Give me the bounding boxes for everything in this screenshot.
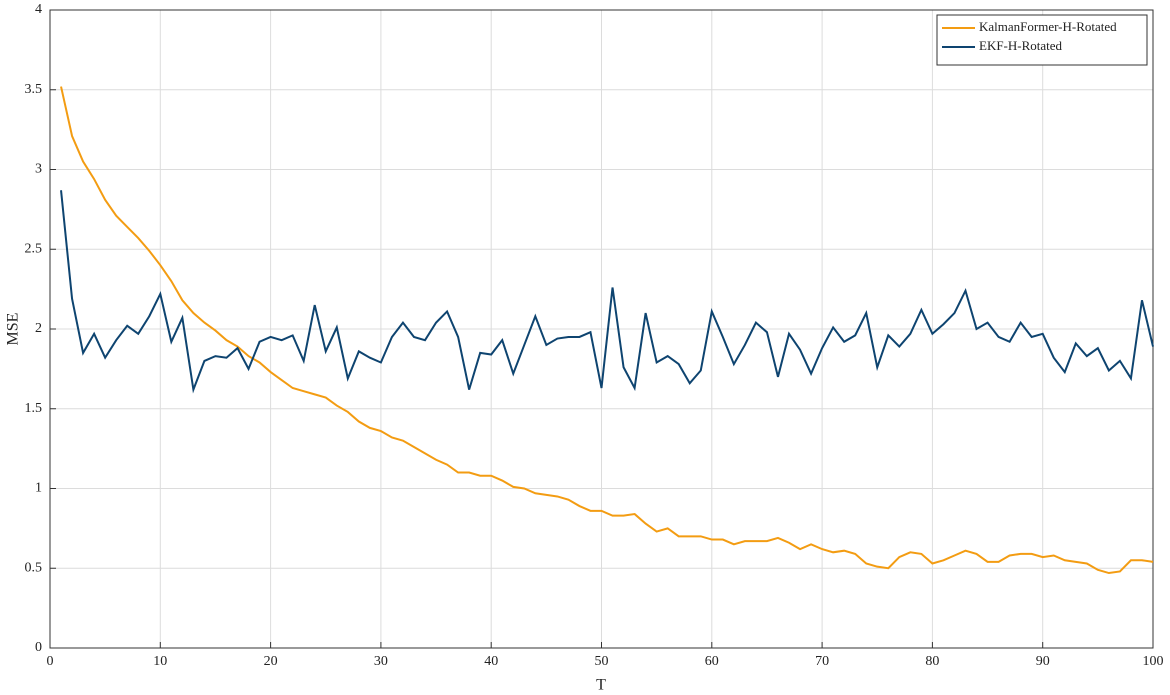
x-axis-label: T	[596, 677, 606, 694]
y-tick-label: 3	[35, 162, 42, 177]
x-tick-label: 40	[484, 654, 498, 669]
y-axis-label: MSE	[5, 313, 22, 346]
x-tick-label: 60	[705, 654, 719, 669]
y-tick-label: 0.5	[25, 560, 43, 575]
legend-label: EKF-H-Rotated	[979, 38, 1063, 53]
series-line	[60, 190, 1154, 394]
plot-frame	[49, 9, 1154, 649]
legend: KalmanFormer-H-Rotated EKF-H-Rotated	[936, 14, 1148, 66]
x-tick-label: 30	[374, 654, 388, 669]
x-tick-label: 10	[153, 654, 167, 669]
x-tick-label: 70	[815, 654, 829, 669]
y-tick-label: 4	[35, 2, 42, 17]
x-tick-label: 80	[925, 654, 939, 669]
y-tick-label: 2	[35, 321, 42, 336]
x-tick-label: 20	[264, 654, 278, 669]
x-tick-label: 50	[595, 654, 609, 669]
y-tick-label: 0	[35, 640, 42, 655]
y-tick-label: 1	[35, 481, 42, 496]
x-tick-label: 100	[1143, 654, 1164, 669]
x-tick-label: 0	[47, 654, 54, 669]
y-tick-label: 3.5	[25, 82, 43, 97]
x-tick-label: 90	[1036, 654, 1050, 669]
series-line	[60, 86, 1154, 575]
y-tick-label: 1.5	[25, 401, 43, 416]
legend-box	[936, 14, 1148, 66]
y-tick-label: 2.5	[25, 241, 43, 256]
legend-label: KalmanFormer-H-Rotated	[979, 19, 1117, 34]
